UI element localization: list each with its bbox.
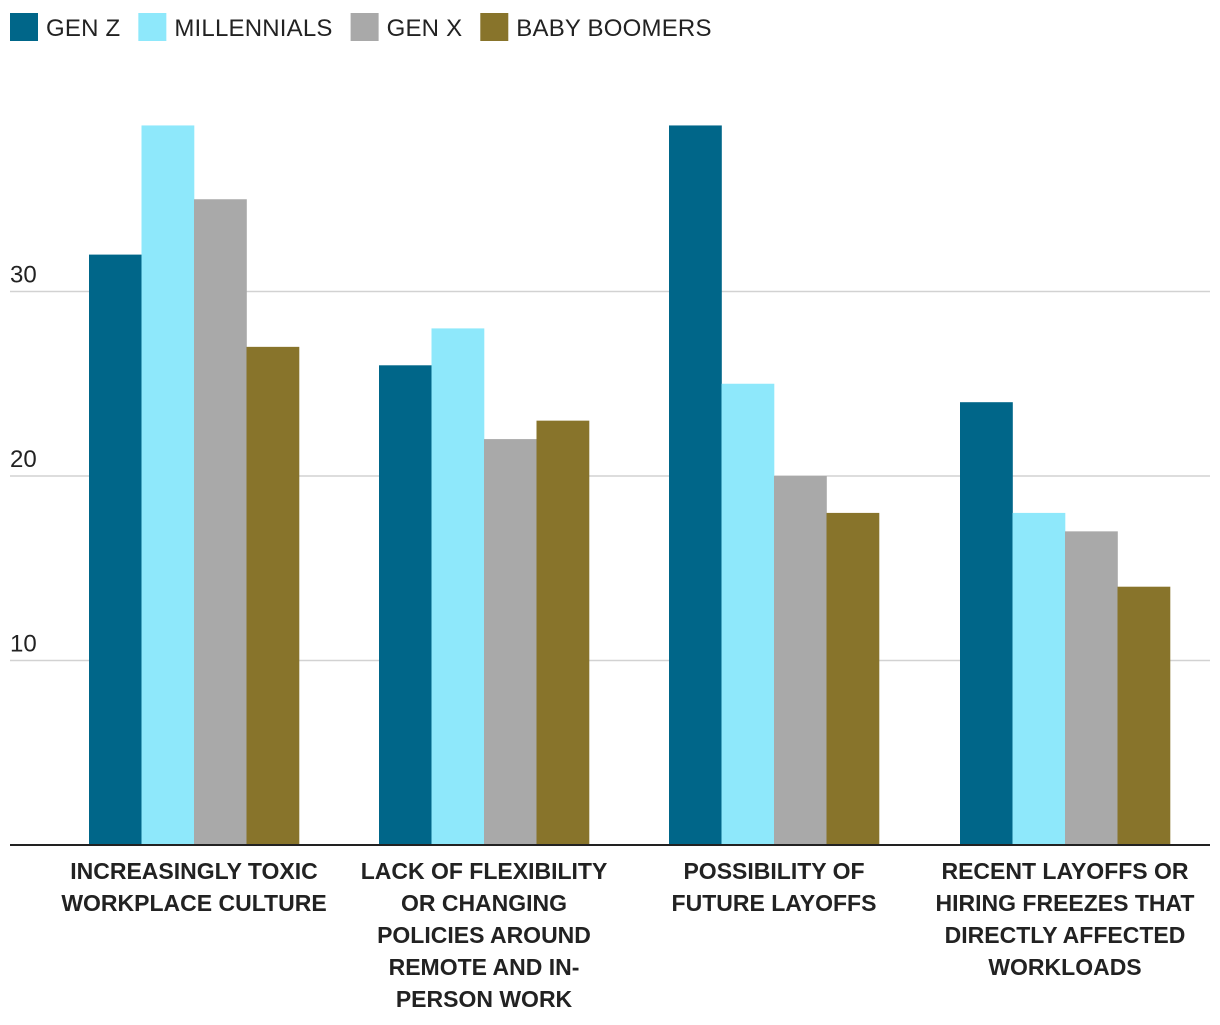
- legend: GEN Z MILLENNIALS GEN X BABY BOOMERS: [10, 13, 711, 42]
- bar-gen-z-1: [89, 254, 142, 846]
- category-label-3: POSSIBILITY OF FUTURE LAYOFFS: [672, 858, 877, 916]
- bar-baby-boomers-4: [1117, 586, 1171, 845]
- bar-baby-boomers-3: [826, 512, 880, 845]
- bar-gen-x-2: [484, 439, 537, 845]
- bar-gen-x-3: [774, 476, 827, 845]
- bar-baby-boomers-1: [246, 346, 300, 845]
- bar-millennials-3: [721, 383, 775, 845]
- category-label-2: LACK OF FLEXIBILITY OR CHANGING POLICIES A…: [361, 858, 608, 1012]
- bar-millennials-2: [431, 328, 485, 845]
- category-labels: INCREASINGLY TOXIC WORKPLACE CULTURE LACK …: [61, 858, 1194, 1012]
- legend-swatch-gen-z: [10, 13, 38, 41]
- legend-label-gen-x: GEN X: [387, 15, 463, 42]
- y-tick-label-30: 30: [10, 262, 37, 289]
- legend-swatch-baby-boomers: [480, 13, 509, 41]
- y-tick-label-20: 20: [10, 446, 37, 473]
- legend-swatch-millennials: [138, 13, 167, 41]
- bar-gen-x-4: [1065, 531, 1118, 845]
- bar-baby-boomers-2: [536, 420, 590, 845]
- bar-gen-z-3: [669, 125, 722, 845]
- legend-label-baby-boomers: BABY BOOMERS: [516, 15, 711, 42]
- legend-label-gen-z: GEN Z: [46, 15, 120, 42]
- category-label-4: RECENT LAYOFFS OR HIRING FREEZES THAT DIRE…: [936, 858, 1195, 980]
- bar-millennials-1: [141, 125, 195, 845]
- bars: [89, 125, 1171, 846]
- bar-gen-x-1: [194, 199, 247, 845]
- category-label-1: INCREASINGLY TOXIC WORKPLACE CULTURE: [61, 858, 326, 916]
- bar-gen-z-4: [960, 402, 1013, 845]
- legend-swatch-gen-x: [350, 13, 379, 41]
- bar-millennials-4: [1012, 512, 1066, 845]
- y-tick-label-10: 10: [10, 631, 37, 658]
- y-axis-ticks: 10 20 30: [10, 262, 37, 658]
- bar-gen-z-2: [379, 365, 432, 845]
- legend-label-millennials: MILLENNIALS: [174, 15, 332, 42]
